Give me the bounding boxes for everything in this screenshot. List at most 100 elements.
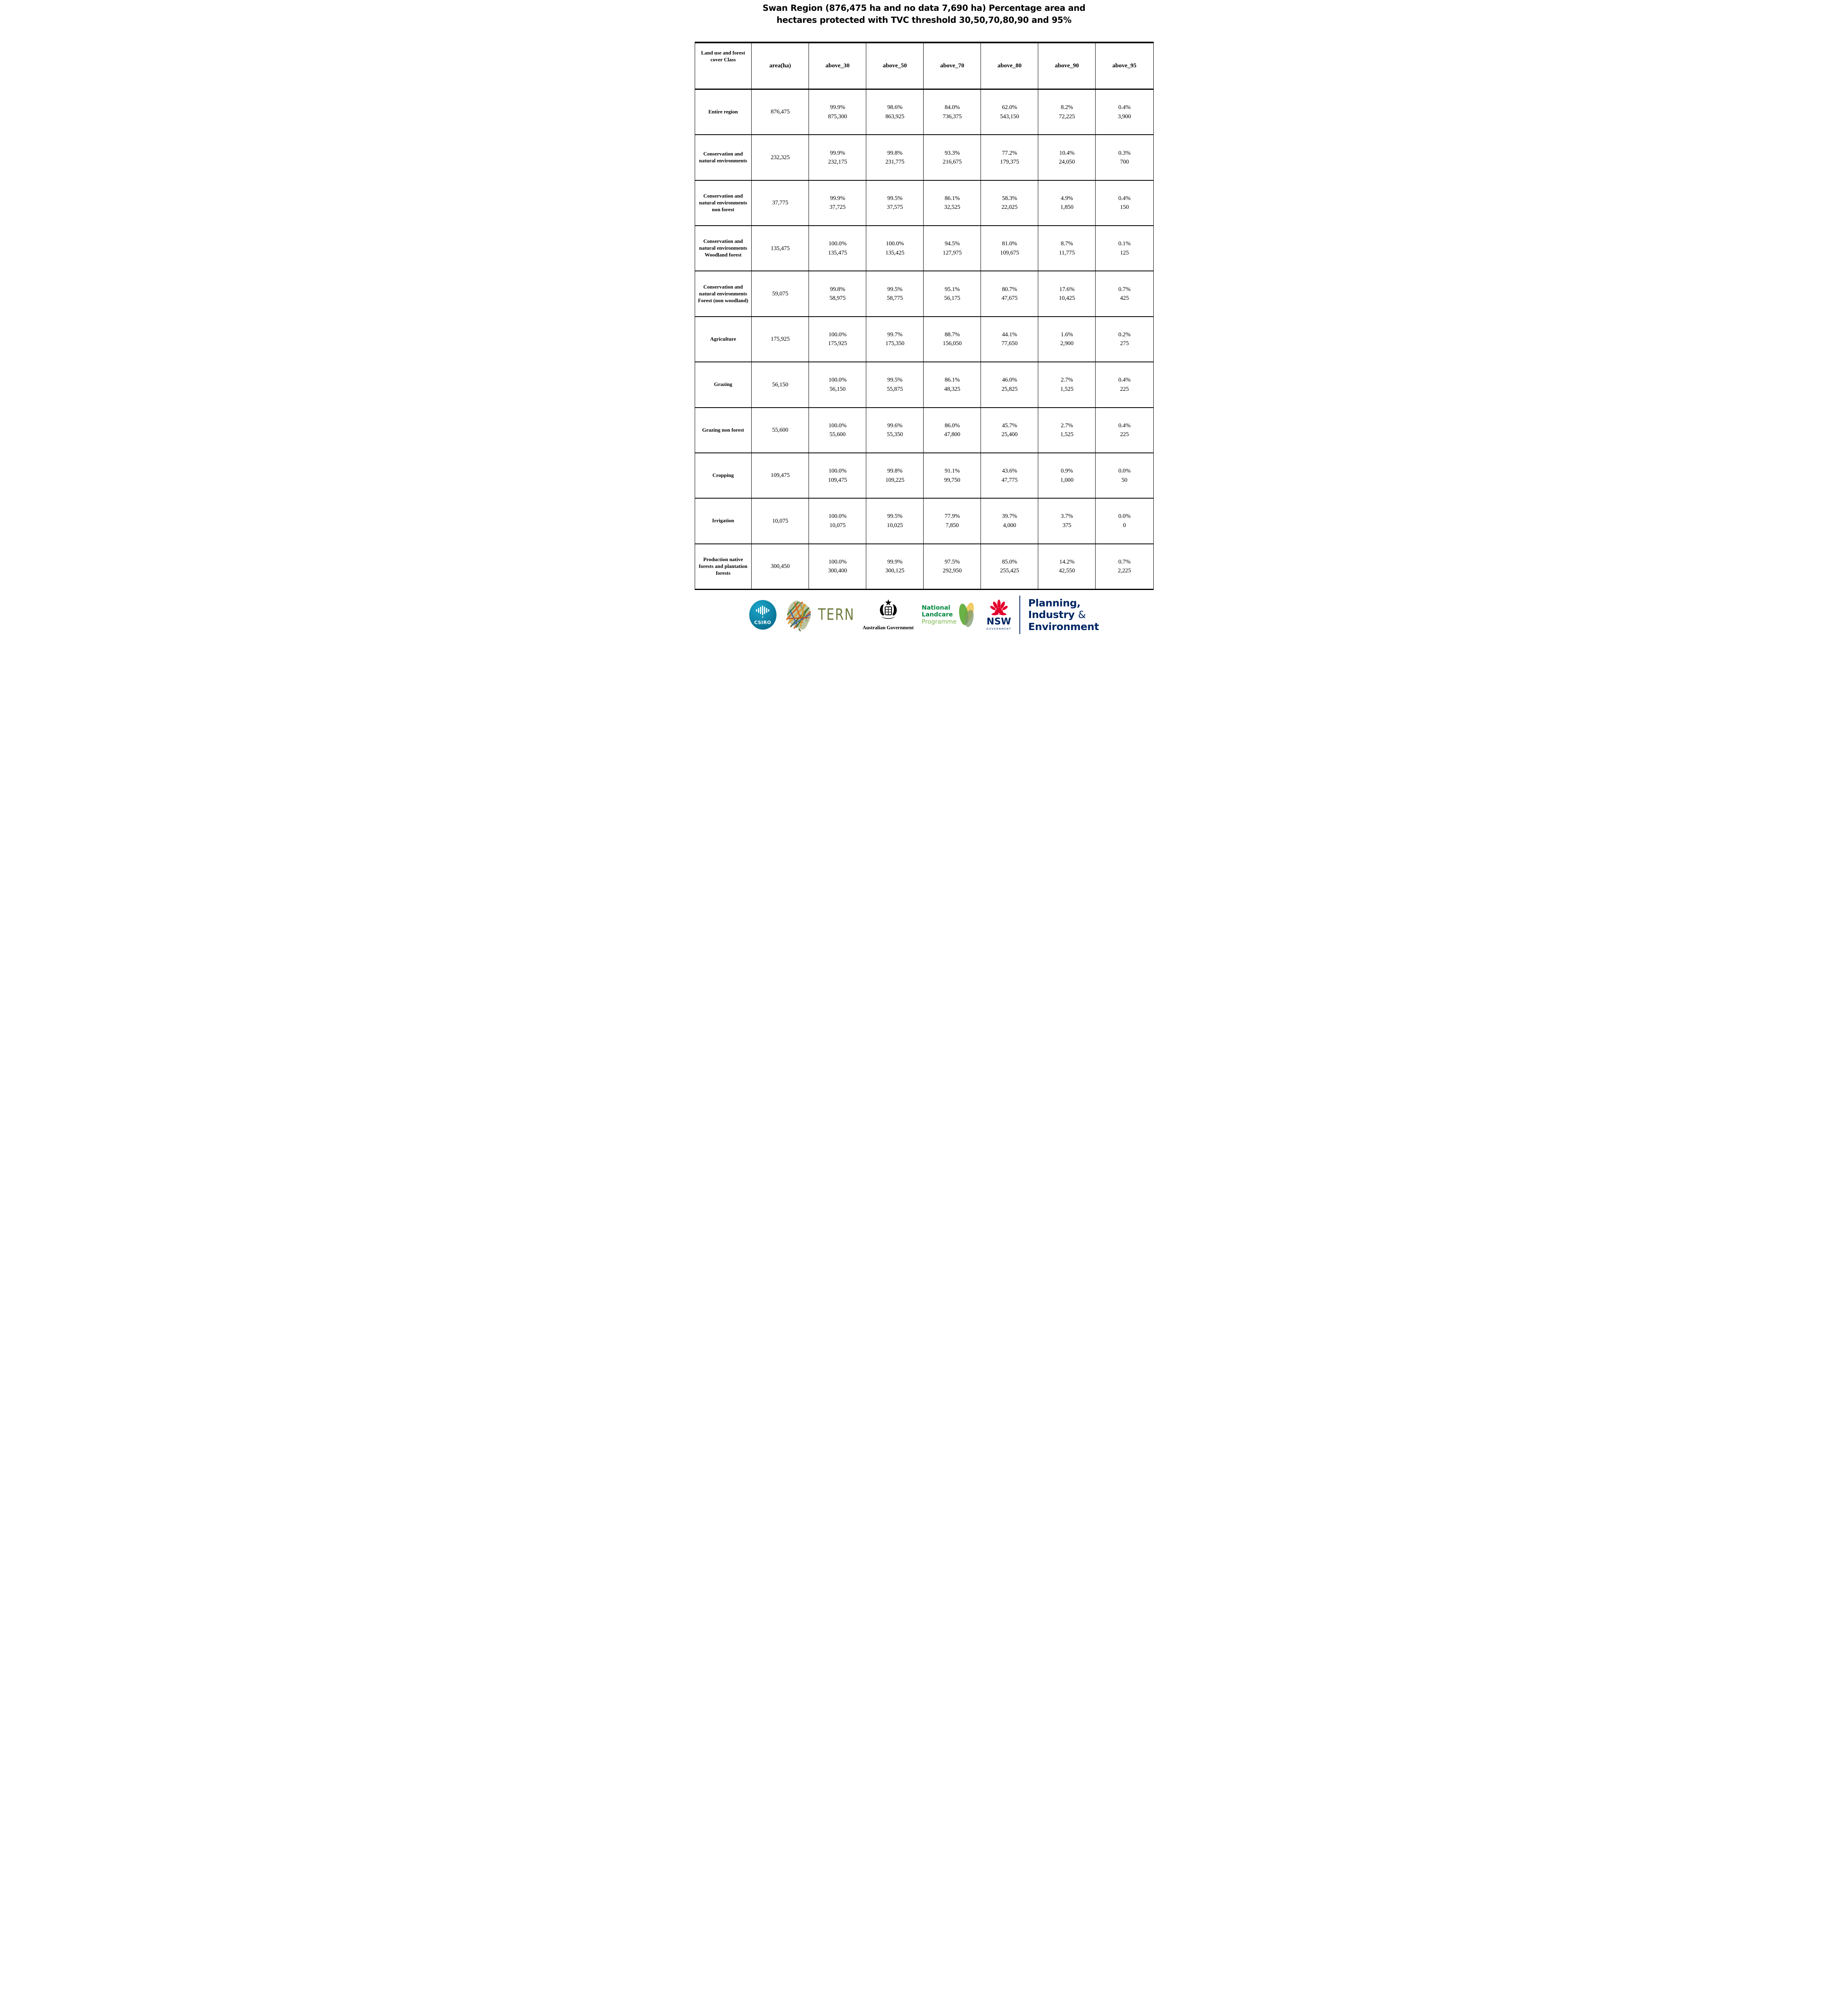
hectares-value: 175,925: [828, 340, 847, 347]
table-row: Production native forests and plantation…: [695, 544, 1153, 589]
hectares-value: 22,025: [1001, 204, 1018, 211]
hectares-value: 425: [1120, 295, 1129, 302]
table-header-row: Land use and forest cover Class area(ha)…: [695, 43, 1153, 90]
threshold-cell: 100.0% 135,425: [866, 226, 924, 271]
percent-value: 88.7%: [944, 331, 960, 338]
threshold-cell: 58.3% 22,025: [981, 180, 1039, 226]
table-row: Cropping 109,475 100.0% 109,475 99.8% 109,225…: [695, 453, 1153, 499]
threshold-cell: 0.9% 1,000: [1038, 453, 1096, 498]
waratah-icon: [990, 600, 1008, 616]
hectares-value: 700: [1120, 159, 1129, 166]
hectares-value: 77,650: [1001, 340, 1018, 347]
percent-value: 0.0%: [1118, 468, 1131, 475]
percent-value: 45.7%: [1002, 422, 1017, 429]
percent-value: 0.4%: [1118, 104, 1131, 111]
percent-value: 80.7%: [1002, 286, 1017, 293]
percent-value: 43.6%: [1002, 468, 1017, 475]
threshold-cell: 4.9% 1,850: [1038, 180, 1096, 226]
threshold-cell: 100.0% 300,400: [809, 544, 867, 589]
threshold-cell: 17.6% 10,425: [1038, 271, 1096, 316]
hectares-value: 10,025: [887, 522, 903, 529]
percent-value: 0.7%: [1118, 286, 1131, 293]
table-row: Conservation and natural environments 232…: [695, 135, 1153, 181]
hectares-value: 47,675: [1001, 295, 1018, 302]
percent-value: 99.8%: [887, 468, 903, 475]
hectares-value: 1,000: [1060, 477, 1074, 483]
col-header-above-90: above_90: [1038, 43, 1096, 89]
hectares-value: 48,325: [944, 386, 960, 392]
threshold-cell: 80.7% 47,675: [981, 271, 1039, 316]
hectares-value: 736,375: [942, 113, 962, 120]
threshold-cell: 86.0% 47,800: [924, 408, 981, 453]
australian-government-label: Australian Government: [862, 625, 914, 630]
row-label: Conservation and natural environments Fo…: [695, 271, 752, 316]
coat-of-arms-icon: [880, 599, 897, 619]
hectares-value: 25,825: [1001, 386, 1018, 392]
hectares-value: 37,725: [829, 204, 846, 211]
hectares-value: 2,225: [1118, 568, 1131, 574]
percent-value: 3.7%: [1061, 513, 1073, 520]
percent-value: 100.0%: [828, 513, 847, 520]
table-row: Irrigation 10,075 100.0% 10,075 99.5% 10,025 7…: [695, 499, 1153, 544]
hectares-value: 225: [1120, 386, 1129, 392]
percent-value: 1.6%: [1061, 331, 1073, 338]
percent-value: 99.9%: [830, 149, 845, 156]
threshold-cell: 99.5% 37,575: [866, 180, 924, 226]
threshold-cell: 1.6% 2,900: [1038, 317, 1096, 362]
percent-value: 0.7%: [1118, 558, 1131, 565]
csiro-label: CSIRO: [754, 620, 771, 625]
percent-value: 0.0%: [1118, 513, 1131, 520]
percent-value: 99.9%: [830, 104, 845, 111]
percent-value: 99.5%: [887, 195, 903, 202]
percent-value: 0.2%: [1118, 331, 1131, 338]
percent-value: 99.5%: [887, 286, 903, 293]
percent-value: 0.4%: [1118, 377, 1131, 384]
page: Swan Region (876,475 ha and no data 7,69…: [693, 0, 1155, 640]
threshold-cell: 10.4% 24,050: [1038, 135, 1096, 180]
threshold-cell: 77.2% 179,375: [981, 135, 1039, 180]
footer-logo-strip: CSIRO: [693, 593, 1155, 636]
threshold-cell: 0.1% 125: [1096, 226, 1153, 271]
area-ha-value: 37,775: [752, 180, 809, 226]
row-label: Production native forests and plantation…: [695, 544, 752, 589]
pie-label-line3: Environment: [1028, 620, 1099, 632]
hectares-value: 109,675: [1000, 249, 1019, 256]
threshold-cell: 99.6% 55,350: [866, 408, 924, 453]
col-header-area-ha: area(ha): [752, 43, 809, 89]
hectares-value: 56,175: [944, 295, 960, 302]
percent-value: 100.0%: [828, 240, 847, 247]
australia-map-icon: [786, 600, 811, 631]
col-header-class: Land use and forest cover Class: [695, 43, 752, 89]
threshold-cell: 99.8% 231,775: [866, 135, 924, 180]
landcare-label: National Landcare Programme: [922, 604, 956, 625]
hectares-value: 24,050: [1059, 159, 1075, 166]
threshold-cell: 100.0% 56,150: [809, 362, 867, 407]
hectares-value: 135,425: [885, 249, 905, 256]
percent-value: 95.1%: [944, 286, 960, 293]
threshold-cell: 0.0% 0: [1096, 499, 1153, 543]
hectares-value: 216,675: [942, 159, 962, 166]
csiro-logo: CSIRO: [749, 600, 776, 630]
hectares-value: 56,150: [829, 386, 846, 392]
hectares-value: 55,600: [829, 431, 846, 438]
hectares-value: 47,800: [944, 431, 960, 438]
row-label: Conservation and natural environments Wo…: [695, 226, 752, 271]
tern-label: TERN: [818, 605, 855, 624]
col-header-above-70: above_70: [924, 43, 981, 89]
threshold-cell: 99.8% 58,975: [809, 271, 867, 316]
logo-divider: [1019, 596, 1020, 634]
row-label: Conservation and natural environments no…: [695, 180, 752, 226]
threshold-cell: 0.2% 275: [1096, 317, 1153, 362]
hectares-value: 10,075: [829, 522, 846, 529]
leaves-icon: [959, 602, 974, 627]
threshold-cell: 97.5% 292,950: [924, 544, 981, 589]
percent-value: 8.7%: [1061, 240, 1073, 247]
hectares-value: 255,425: [1000, 568, 1019, 574]
hectares-value: 1,525: [1060, 431, 1074, 438]
row-label: Cropping: [695, 453, 752, 498]
percent-value: 91.1%: [944, 468, 960, 475]
threshold-cell: 8.7% 11,775: [1038, 226, 1096, 271]
threshold-cell: 99.9% 875,300: [809, 90, 867, 135]
percent-value: 99.8%: [830, 286, 845, 293]
percent-value: 0.4%: [1118, 195, 1131, 202]
